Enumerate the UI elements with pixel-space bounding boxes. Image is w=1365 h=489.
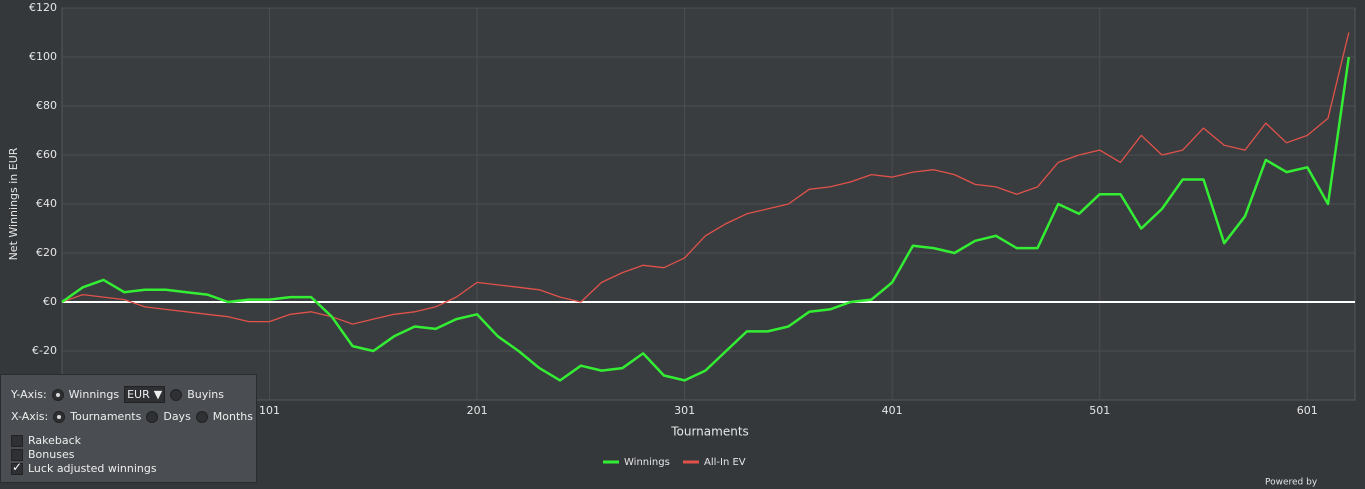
y-tick-label: €40 [36, 197, 57, 210]
option[interactable]: Bonuses [28, 448, 75, 461]
powered-by: Powered by [1265, 478, 1318, 488]
x-tick-label: 301 [674, 404, 695, 417]
checkbox[interactable] [11, 434, 23, 447]
legend-label: All-In EV [704, 457, 746, 468]
radio[interactable] [146, 410, 159, 423]
x-tick-label: 401 [882, 404, 903, 417]
y-tick-label: €80 [36, 99, 57, 112]
radio[interactable] [170, 388, 183, 401]
x-tick-label: 101 [259, 404, 280, 417]
y-tick-label: €0 [43, 295, 57, 308]
radio[interactable] [53, 410, 66, 423]
label: X-Axis: [11, 410, 49, 423]
x-axis-label: Tournaments [670, 425, 749, 439]
option[interactable]: Luck adjusted winnings [28, 462, 157, 475]
currency-select[interactable]: EUR ▼ [124, 386, 166, 403]
series-line [61, 32, 1350, 325]
x-tick-label: 501 [1089, 404, 1110, 417]
radio[interactable] [51, 388, 64, 401]
option[interactable]: Winnings [68, 388, 120, 401]
x-tick-label: 201 [467, 404, 488, 417]
y-tick-label: €-20 [32, 344, 57, 357]
y-tick-label: €60 [36, 148, 57, 161]
y-tick-label: €20 [36, 246, 57, 259]
checkbox[interactable] [11, 460, 23, 475]
y-tick-label: €120 [29, 1, 57, 14]
series-line [61, 56, 1351, 382]
y-axis-label: Net Winnings in EUR [7, 147, 20, 260]
y-tick-label: €100 [29, 50, 57, 63]
currency: EUR [127, 388, 150, 401]
label: Y-Axis: [11, 388, 47, 401]
option[interactable]: Months [212, 410, 254, 423]
legend-label: Winnings [624, 457, 670, 468]
x-tick-label: 601 [1297, 404, 1318, 417]
option[interactable]: Tournaments [70, 410, 142, 423]
options-panel: Y-Axis: Winnings EUR ▼ Buyins X-Axis: Tou… [0, 374, 257, 483]
option[interactable]: Rakeback [28, 434, 82, 447]
option[interactable]: Days [163, 410, 191, 423]
option[interactable]: Buyins [187, 388, 224, 401]
radio[interactable] [195, 410, 208, 423]
